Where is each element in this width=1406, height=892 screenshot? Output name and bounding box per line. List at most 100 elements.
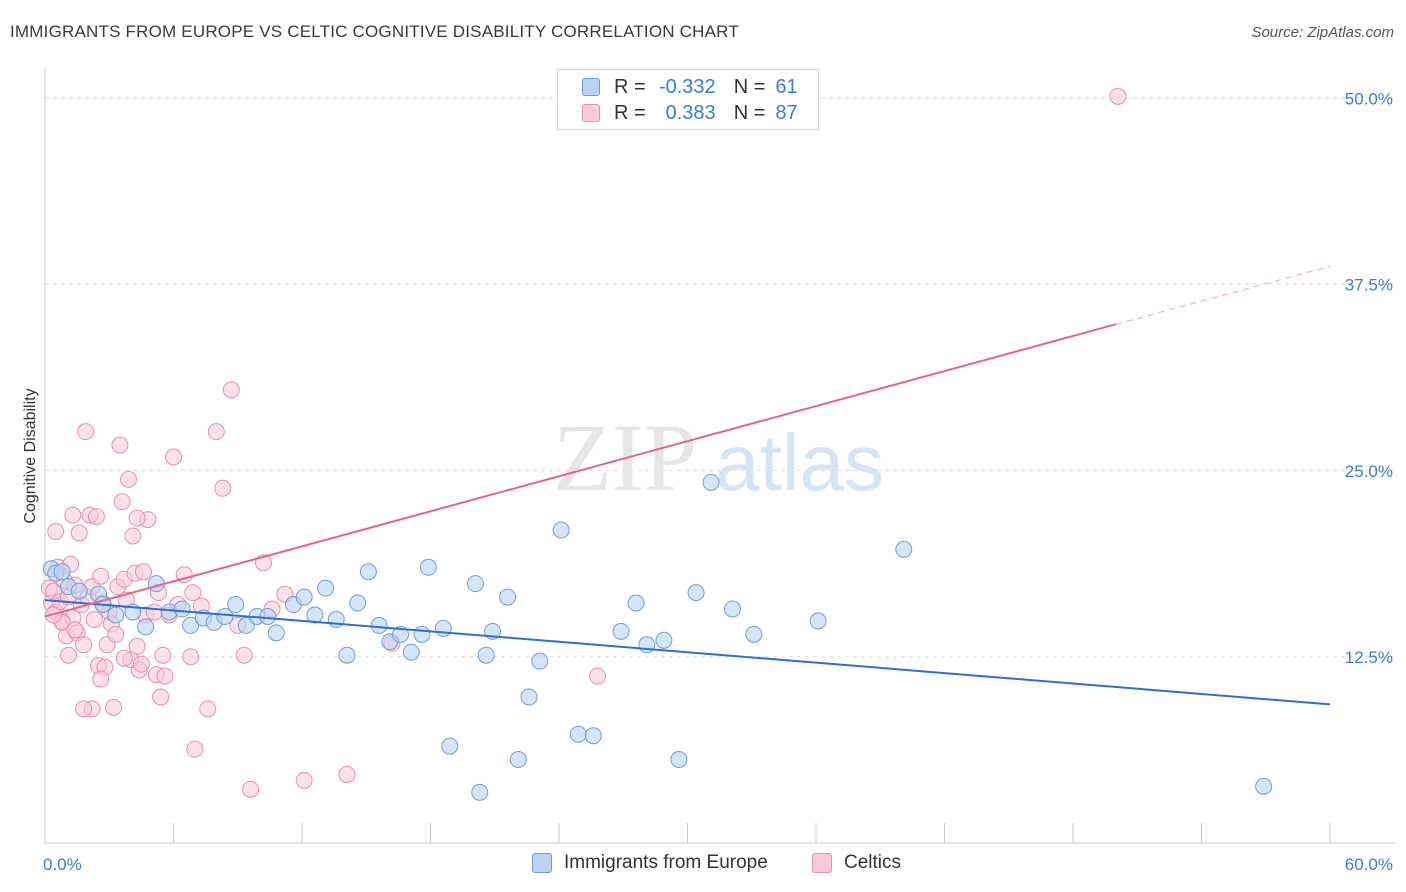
immigrants-point — [259, 607, 277, 625]
bottom-legend-swatch-pink — [812, 853, 832, 873]
bottom-legend-label: Immigrants from Europe — [564, 852, 768, 873]
immigrants-point — [809, 612, 827, 630]
celtics-point — [165, 448, 182, 466]
x-tick-label: 60.0% — [1345, 855, 1393, 874]
immigrants-point — [173, 600, 191, 618]
immigrants-point — [413, 625, 431, 643]
immigrants-point — [702, 473, 720, 491]
immigrants-point — [723, 600, 741, 618]
celtics-point — [92, 567, 110, 585]
legend-r-label: R = — [614, 75, 646, 98]
trend-lines — [44, 265, 1331, 706]
immigrants-point — [338, 646, 356, 664]
legend-swatch-blue — [582, 78, 600, 96]
legend-r-label: R = — [614, 101, 646, 124]
legend-n-label: N = — [733, 101, 766, 124]
grid-layer — [45, 97, 1395, 658]
immigrants-point — [471, 783, 489, 801]
celtics-point — [111, 436, 129, 454]
watermark: ZIP atlas — [553, 404, 884, 511]
immigrants-point — [895, 540, 913, 558]
legend-swatch-pink — [582, 104, 600, 122]
immigrants-point — [670, 751, 688, 769]
immigrants-point — [295, 588, 313, 606]
legend-r-value: -0.332 — [658, 75, 716, 98]
celtics-point — [47, 523, 65, 541]
y-tick-label: 37.5% — [1345, 276, 1393, 295]
celtics-point — [589, 667, 607, 685]
immigrants-point — [569, 725, 587, 743]
celtics-point — [64, 506, 82, 524]
celtics-point — [87, 508, 105, 526]
bottom-legend-immigrants[interactable]: Immigrants from Europe — [532, 852, 768, 874]
immigrants-point — [107, 606, 125, 624]
celtics-point — [75, 636, 93, 654]
y-axis-label: Cognitive Disability — [22, 388, 39, 523]
immigrants-point — [419, 558, 437, 576]
celtics-point — [70, 524, 88, 542]
celtics-point — [75, 700, 93, 718]
legend-n-label: N = — [733, 75, 766, 98]
celtics-point — [235, 646, 253, 664]
immigrants-point — [612, 622, 630, 640]
immigrants-point — [1255, 777, 1273, 795]
immigrants-point — [227, 596, 245, 614]
celtics-point — [156, 667, 174, 685]
immigrants-point — [520, 688, 538, 706]
immigrants-point — [392, 625, 410, 643]
celtics-point — [124, 527, 142, 545]
legend-r-value: 0.383 — [665, 101, 716, 124]
celtics-point — [338, 765, 356, 783]
celtics-point — [184, 584, 202, 602]
celtics-point — [135, 563, 153, 581]
immigrants-point — [402, 643, 420, 661]
celtics-point — [186, 740, 204, 758]
celtics-point — [113, 493, 131, 511]
correlation-legend: R = -0.332 N = 61 R = 0.383 N = 87 — [557, 69, 819, 130]
celtics-point — [132, 655, 150, 673]
celtics-point — [105, 698, 123, 716]
immigrants-point — [182, 616, 200, 634]
celtics-point — [128, 509, 146, 527]
immigrants-point — [317, 579, 335, 597]
celtics-point — [85, 610, 103, 628]
immigrants-point — [267, 624, 285, 642]
celtics-point — [214, 479, 232, 497]
immigrants-point — [687, 584, 705, 602]
celtics-point — [115, 649, 133, 667]
immigrants-point — [466, 575, 484, 593]
immigrants-point — [370, 616, 388, 634]
celtics-point — [295, 771, 313, 789]
celtics-point — [182, 648, 200, 666]
celtics-trend-line — [44, 323, 1117, 618]
bottom-legend-label: Celtics — [844, 852, 902, 873]
y-tick-label: 50.0% — [1345, 89, 1393, 108]
immigrants-point — [359, 563, 377, 581]
celtics-point — [242, 780, 260, 798]
bottom-legend-celtics[interactable]: Celtics — [812, 852, 901, 874]
immigrants-point — [137, 618, 155, 636]
legend-row-celtics: R = 0.383 N = 87 — [582, 101, 813, 125]
immigrants-point — [584, 727, 602, 745]
bottom-legend-swatch-blue — [532, 853, 552, 873]
immigrants-point — [53, 563, 71, 581]
tick-labels: 12.5% 25.0% 37.5% 50.0% 0.0% 60.0% — [43, 89, 1393, 874]
celtics-point — [128, 637, 146, 655]
immigrants-point — [441, 737, 459, 755]
chart-title: IMMIGRANTS FROM EUROPE VS CELTIC COGNITI… — [10, 22, 739, 41]
immigrants-point — [531, 652, 549, 670]
immigrants-trend-line — [44, 599, 1331, 706]
celtics-point — [152, 688, 170, 706]
celtics-point — [199, 700, 217, 718]
watermark-atlas: atlas — [715, 418, 884, 507]
immigrants-point — [627, 594, 645, 612]
immigrants-point — [70, 582, 88, 600]
x-tick-label: 0.0% — [43, 855, 82, 874]
y-tick-label: 25.0% — [1345, 462, 1393, 481]
immigrants-point — [216, 607, 234, 625]
celtics-trend-extension — [1115, 265, 1331, 325]
celtics-point — [222, 381, 240, 399]
immigrants-point — [552, 521, 570, 539]
immigrants-points — [42, 473, 1273, 801]
